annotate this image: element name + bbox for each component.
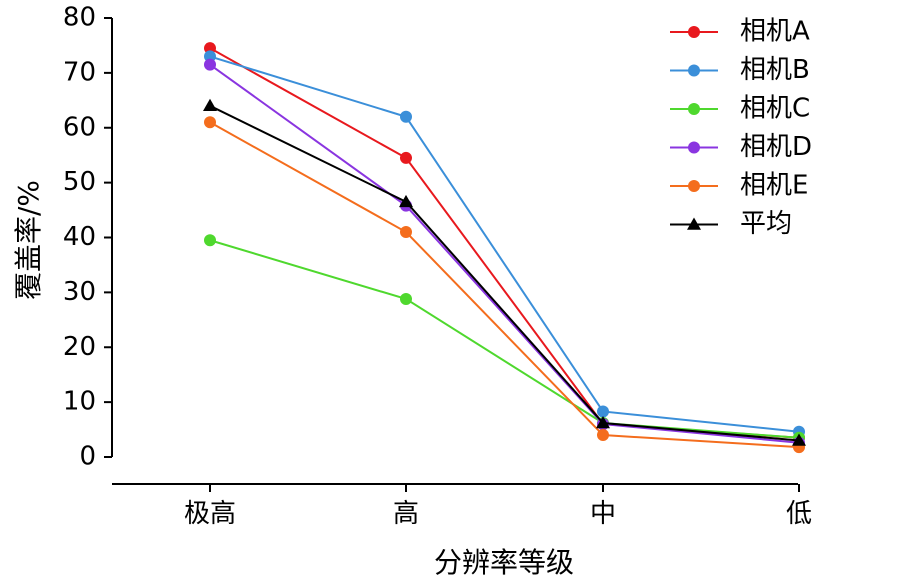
- legend-entry: 平均: [670, 209, 792, 239]
- y-tick-label: 50: [63, 167, 96, 197]
- data-point: [400, 151, 412, 164]
- legend: 相机A 相机B 相机C 相机D 相机E 平均: [670, 17, 812, 239]
- data-point: [204, 116, 216, 129]
- x-ticks: 极高 高 中 低: [184, 484, 812, 529]
- y-tick-label: 30: [63, 277, 96, 307]
- y-tick-label: 20: [63, 332, 96, 362]
- legend-entry: 相机B: [670, 55, 810, 85]
- series-6: [203, 98, 806, 446]
- data-point: [204, 50, 216, 63]
- series-line: [209, 239, 800, 439]
- x-tick-label: 中: [590, 499, 616, 529]
- x-tick-label: 极高: [184, 499, 236, 529]
- data-point: [204, 58, 216, 71]
- series-line: [209, 104, 800, 442]
- y-tick-label: 10: [63, 387, 96, 417]
- legend-entry: 相机C: [670, 94, 810, 124]
- data-point: [400, 226, 412, 239]
- series-5: [204, 116, 805, 454]
- legend-label: 相机D: [740, 132, 812, 162]
- legend-entry: 相机D: [670, 132, 812, 162]
- legend-marker: [688, 180, 700, 192]
- legend-label: 平均: [740, 209, 792, 239]
- series-line: [209, 47, 800, 439]
- legend-label: 相机B: [740, 55, 810, 85]
- series-line: [209, 121, 800, 449]
- x-tick-label: 低: [786, 499, 812, 529]
- legend-entry: 相机E: [670, 171, 808, 201]
- plot-area: [203, 42, 806, 454]
- data-point: [596, 415, 610, 429]
- x-axis-title: 分辨率等级: [434, 546, 574, 579]
- data-point: [597, 405, 609, 418]
- series-line: [209, 55, 800, 433]
- data-point: [203, 98, 217, 112]
- series-4: [204, 58, 805, 449]
- y-tick-label: 0: [79, 442, 96, 472]
- legend-marker: [687, 217, 701, 230]
- legend-marker: [688, 141, 700, 154]
- legend-label: 相机E: [740, 171, 808, 201]
- legend-label: 相机A: [740, 17, 810, 47]
- y-tick-label: 70: [63, 57, 96, 87]
- x-tick-label: 高: [393, 499, 419, 529]
- y-axis-title: 覆盖率/%: [12, 180, 45, 300]
- series-line: [209, 63, 800, 444]
- y-tick-label: 40: [63, 222, 96, 252]
- legend-marker: [688, 103, 700, 115]
- legend-entry: 相机A: [670, 17, 810, 47]
- data-point: [792, 433, 806, 446]
- data-point: [204, 42, 216, 55]
- data-point: [204, 234, 216, 247]
- y-tick-label: 80: [63, 3, 96, 33]
- data-point: [400, 110, 412, 123]
- y-tick-label: 60: [63, 112, 96, 142]
- legend-marker: [688, 64, 700, 77]
- legend-marker: [688, 26, 700, 38]
- series-1: [204, 42, 805, 444]
- data-point: [399, 194, 413, 208]
- legend-label: 相机C: [740, 94, 810, 124]
- y-ticks: 0 10 20 30 40 50 60 70 80: [63, 3, 112, 472]
- data-point: [597, 429, 609, 442]
- data-point: [400, 292, 412, 305]
